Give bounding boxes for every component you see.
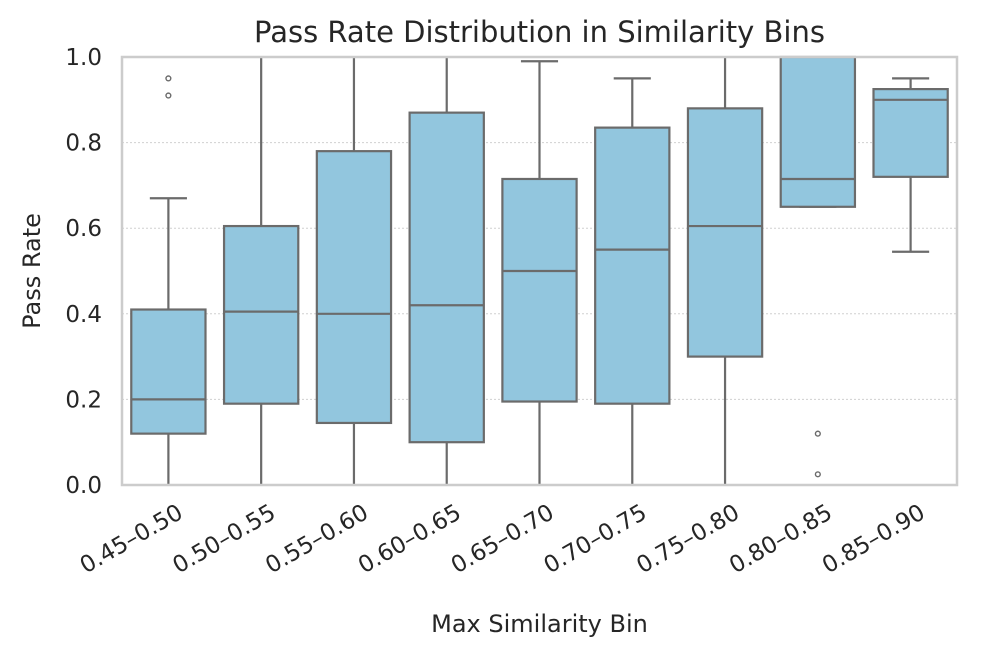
x-tick-label: 0.65–0.70 [447, 500, 559, 579]
y-tick-label: 0.6 [65, 216, 102, 242]
x-tick-label: 0.80–0.85 [725, 500, 837, 579]
box-group [594, 77, 671, 485]
x-tick-label: 0.85–0.90 [818, 500, 930, 579]
box-group [130, 75, 207, 485]
x-tick-label: 0.50–0.55 [169, 500, 281, 579]
y-tick-label: 0.8 [65, 131, 102, 157]
box [315, 150, 393, 425]
box [222, 224, 300, 405]
box [501, 177, 578, 403]
box [872, 87, 949, 178]
box-group [408, 57, 485, 485]
outlier-point [165, 75, 172, 82]
outlier-point [814, 471, 821, 478]
y-tick-label: 0.4 [65, 302, 102, 328]
box [686, 107, 764, 358]
x-tick-label: 0.55–0.60 [261, 500, 373, 579]
x-tick-label: 0.60–0.65 [354, 500, 466, 579]
x-axis-label: Max Similarity Bin [431, 610, 648, 638]
box [130, 308, 207, 435]
box [594, 126, 671, 405]
y-tick-label: 1.0 [65, 45, 102, 71]
x-tick-label: 0.45–0.50 [76, 500, 188, 579]
box-group [779, 55, 857, 478]
x-tick-label: 0.75–0.80 [632, 500, 744, 579]
box [408, 111, 485, 444]
box-group [222, 57, 300, 485]
outlier-point [814, 430, 821, 437]
box-group [501, 60, 578, 485]
plot-frame [120, 55, 959, 487]
y-tick-label: 0.0 [65, 473, 102, 499]
y-tick-label: 0.2 [65, 387, 102, 413]
box [779, 55, 857, 208]
x-tick-label: 0.70–0.75 [540, 500, 652, 579]
y-axis-label: Pass Rate [18, 213, 46, 329]
box-group [872, 77, 949, 253]
box-group [315, 57, 393, 485]
chart-title: Pass Rate Distribution in Similarity Bin… [254, 15, 825, 49]
box-group [686, 57, 764, 485]
outlier-point [165, 92, 172, 99]
y-axis-ticks: 0.0 0.2 0.4 0.6 0.8 1.0 [65, 45, 102, 499]
boxes [130, 55, 949, 485]
x-axis-ticks: 0.45–0.500.50–0.550.55–0.600.60–0.650.65… [76, 500, 930, 579]
